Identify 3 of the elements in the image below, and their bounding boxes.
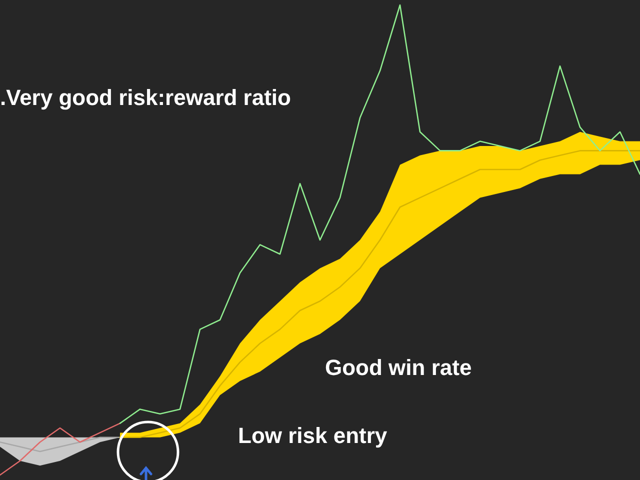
annotation: Good win rate (325, 355, 472, 380)
annotation: .Very good risk:reward ratio (0, 85, 291, 110)
annotation: Low risk entry (238, 423, 388, 448)
